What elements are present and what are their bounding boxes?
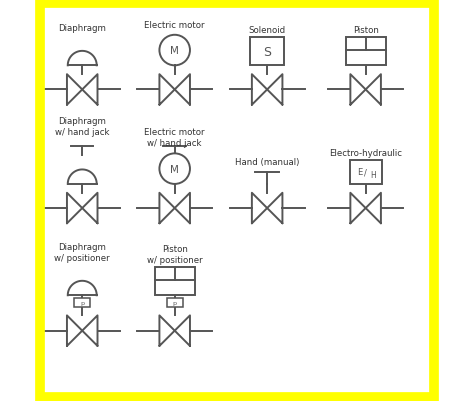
Bar (346, 38, 386, 66)
Text: Diaphragm
w/ positioner: Diaphragm w/ positioner (55, 243, 110, 263)
Text: Electric motor
w/ hand jack: Electric motor w/ hand jack (145, 128, 205, 148)
Text: p: p (173, 300, 177, 305)
Bar (167, 299, 183, 307)
Text: Electro-hydraulic: Electro-hydraulic (329, 148, 402, 157)
Text: $\mathsf{E}$: $\mathsf{E}$ (357, 165, 364, 176)
Text: $\mathsf{H}$: $\mathsf{H}$ (371, 168, 377, 180)
Text: M: M (170, 164, 179, 174)
Text: Piston
w/ positioner: Piston w/ positioner (147, 244, 202, 264)
Bar (250, 38, 284, 66)
Text: M: M (170, 46, 179, 56)
Bar (74, 299, 90, 307)
Text: p: p (80, 300, 84, 305)
Text: S: S (263, 46, 271, 59)
Text: Hand (manual): Hand (manual) (235, 158, 300, 166)
Bar (349, 160, 382, 184)
Text: /: / (365, 168, 367, 177)
Text: Piston: Piston (353, 26, 379, 35)
Text: Diaphragm
w/ hand jack: Diaphragm w/ hand jack (55, 116, 109, 136)
Text: Diaphragm: Diaphragm (58, 24, 106, 33)
Bar (155, 267, 195, 296)
Text: Solenoid: Solenoid (248, 26, 286, 35)
Text: Electric motor: Electric motor (145, 21, 205, 30)
